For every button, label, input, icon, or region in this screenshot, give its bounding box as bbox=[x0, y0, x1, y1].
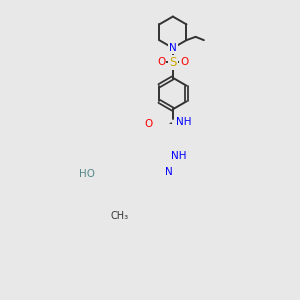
Text: HO: HO bbox=[79, 169, 95, 179]
Text: N: N bbox=[165, 167, 173, 177]
Text: O: O bbox=[145, 119, 153, 129]
Text: CH₃: CH₃ bbox=[110, 211, 129, 221]
Text: S: S bbox=[169, 56, 177, 69]
Text: NH: NH bbox=[176, 117, 192, 127]
Text: NH: NH bbox=[171, 152, 187, 161]
Text: O: O bbox=[157, 58, 165, 68]
Text: N: N bbox=[169, 43, 177, 53]
Text: O: O bbox=[180, 58, 189, 68]
